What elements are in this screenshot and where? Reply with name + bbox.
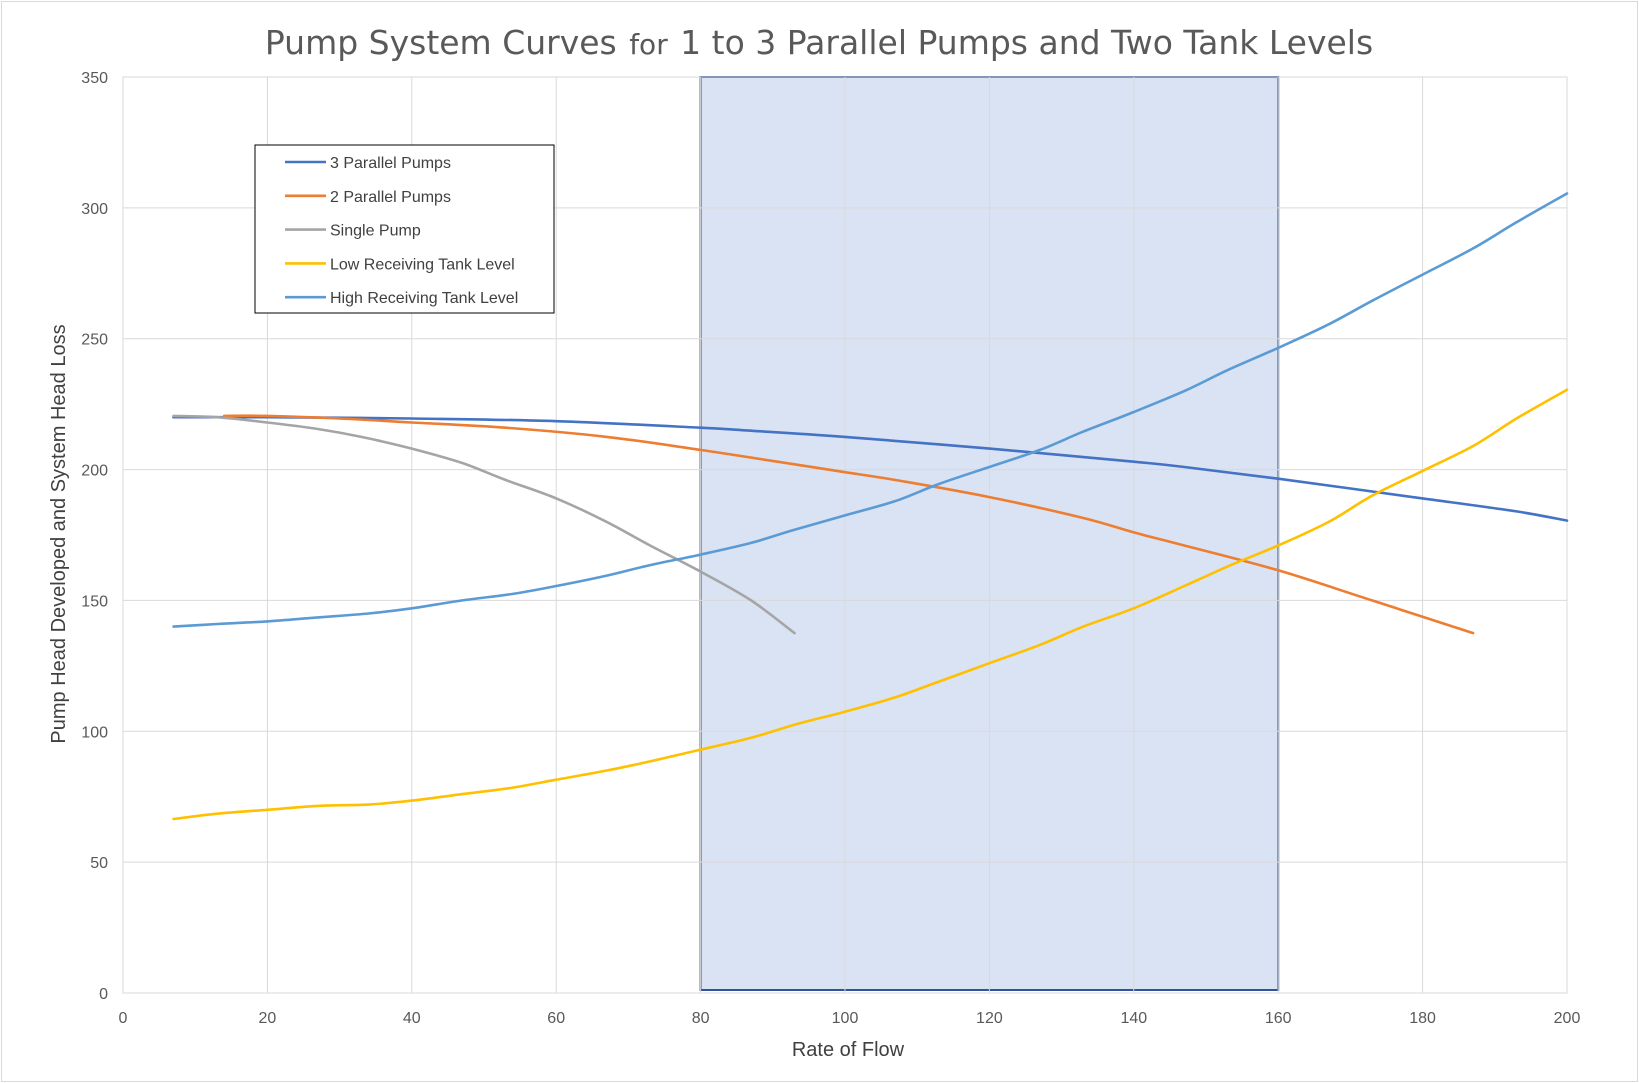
series-line-2-parallel-pumps — [222, 414, 1475, 635]
legend-label-single-pump: Single Pump — [330, 223, 421, 240]
y-tick-label: 350 — [81, 70, 108, 87]
series-line-3-parallel-pumps — [172, 415, 1569, 522]
x-tick-label: 40 — [403, 1010, 421, 1027]
x-axis-label: Rate of Flow — [792, 1039, 905, 1061]
legend-label-high-receiving-tank-level: High Receiving Tank Level — [330, 290, 518, 307]
x-tick-label: 160 — [1265, 1010, 1292, 1027]
y-tick-label: 150 — [81, 593, 108, 610]
legend-label-2-parallel-pumps: 2 Parallel Pumps — [330, 189, 451, 206]
y-tick-label: 250 — [81, 332, 108, 349]
chart-title: Pump System Curves for 1 to 3 Parallel P… — [265, 23, 1373, 62]
x-tick-label: 140 — [1120, 1010, 1147, 1027]
x-tick-label: 60 — [547, 1010, 565, 1027]
chart-title-part-2: for — [629, 28, 668, 61]
x-tick-label: 200 — [1554, 1010, 1581, 1027]
x-tick-label: 180 — [1409, 1010, 1436, 1027]
series-line-single-pump — [172, 414, 796, 635]
series-line-low-receiving-tank-level — [172, 388, 1569, 821]
x-tick-label: 80 — [692, 1010, 710, 1027]
legend-label-3-parallel-pumps: 3 Parallel Pumps — [330, 155, 451, 172]
legend-label-low-receiving-tank-level: Low Receiving Tank Level — [330, 256, 515, 273]
x-tick-label: 120 — [976, 1010, 1003, 1027]
y-tick-label: 0 — [99, 986, 108, 1003]
chart-title-part-3: 1 to 3 Parallel Pumps and Two Tank Level… — [680, 23, 1373, 62]
y-tick-label: 50 — [90, 855, 108, 872]
y-tick-label: 300 — [81, 201, 108, 218]
x-tick-label: 20 — [259, 1010, 277, 1027]
x-tick-label: 100 — [832, 1010, 859, 1027]
y-axis-label: Pump Head Developed and System Head Loss — [48, 324, 70, 743]
chart-title-part-1: Pump System Curves — [265, 23, 617, 62]
plot-area: 0 20 40 60 80 100 120 140 160 180 200 0 50 100 150 200 2… — [81, 70, 1580, 1027]
series-line-high-receiving-tank-level — [172, 192, 1569, 628]
y-tick-label: 100 — [81, 724, 108, 741]
x-tick-label: 0 — [119, 1010, 128, 1027]
y-tick-label: 200 — [81, 463, 108, 480]
